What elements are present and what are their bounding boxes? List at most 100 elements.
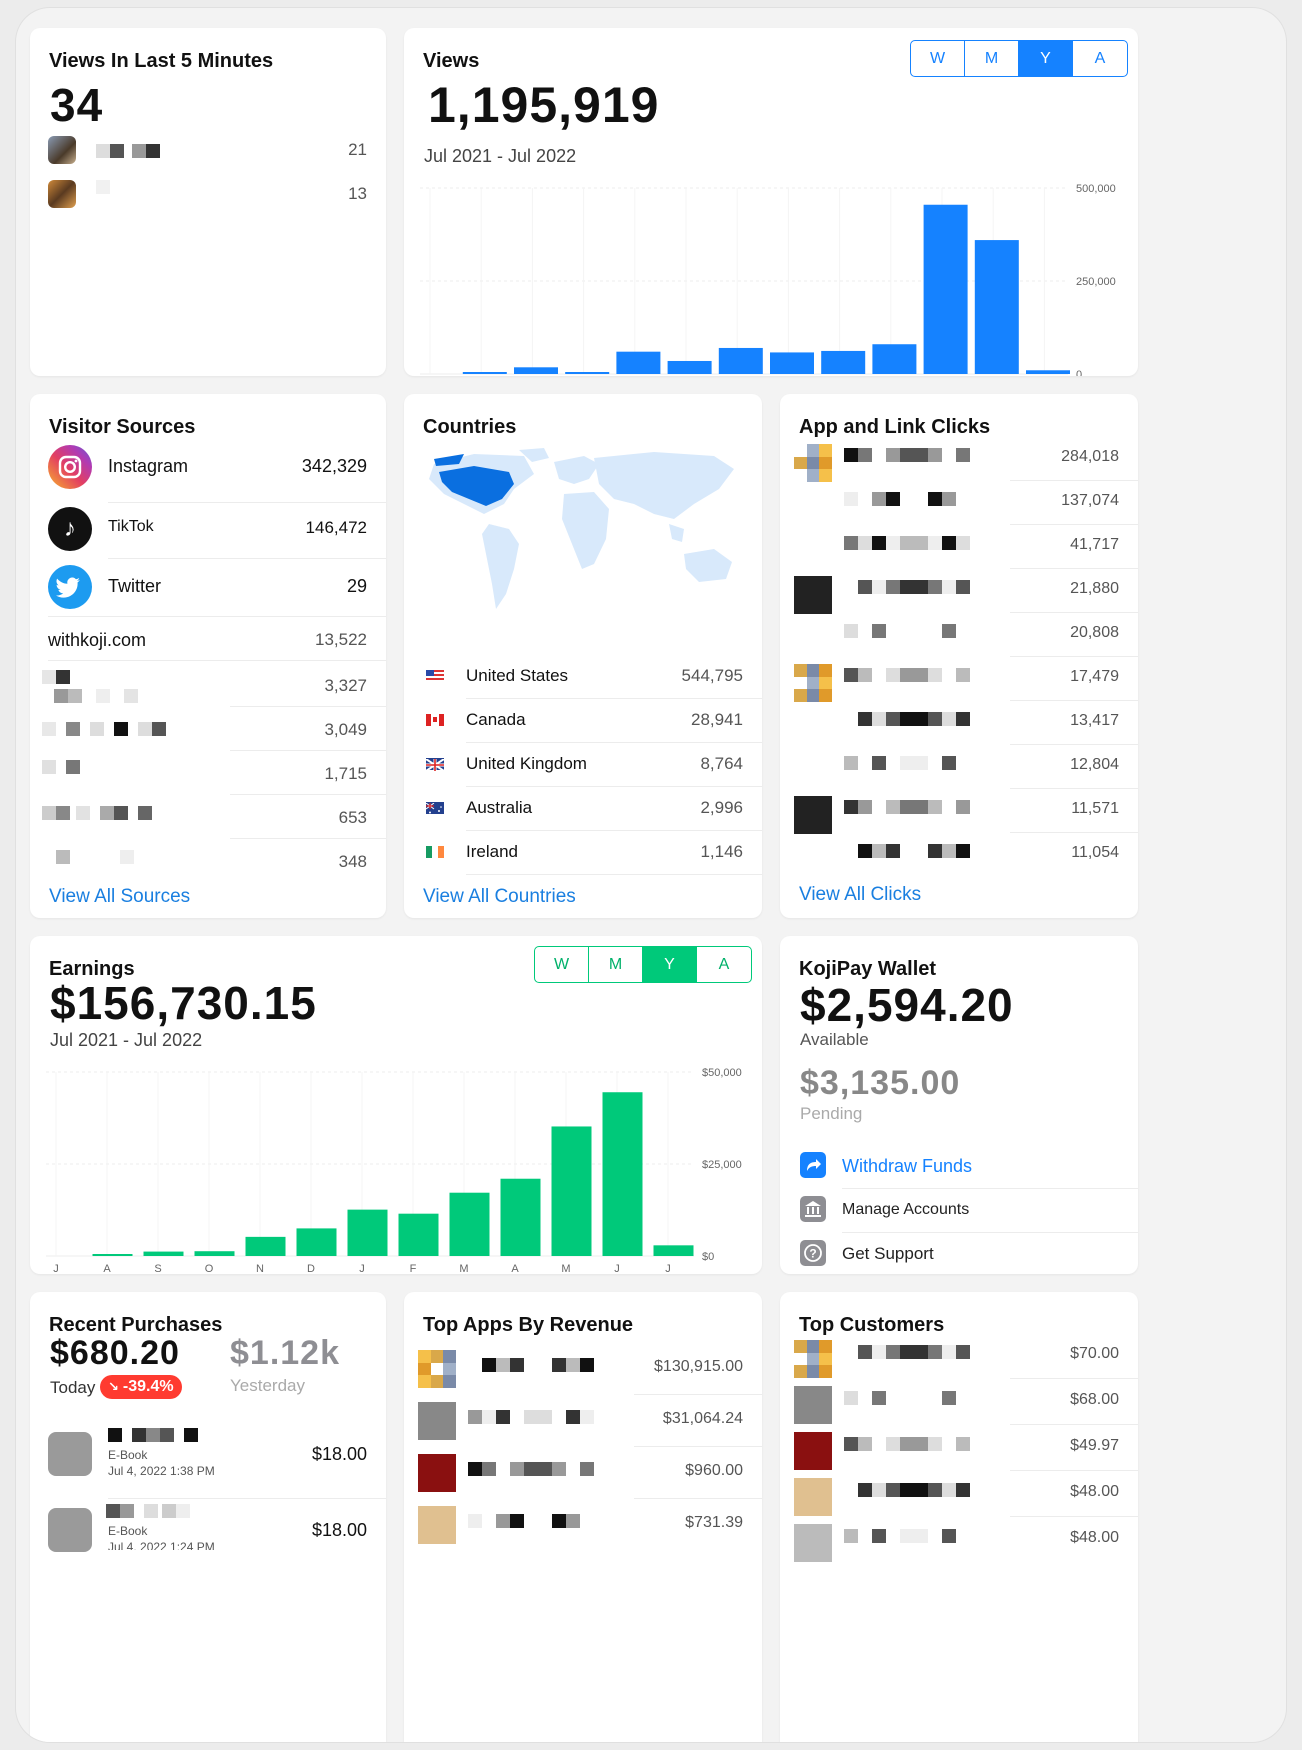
row-value: 41,717	[1070, 536, 1119, 553]
source-row-website[interactable]: withkoji.com 13,522	[30, 616, 386, 660]
get-support-button[interactable]: ? Get Support	[780, 1232, 1138, 1274]
period-month-button[interactable]: M	[589, 947, 643, 982]
divider	[230, 750, 386, 751]
list-row[interactable]: $49.97	[780, 1424, 1138, 1470]
view-all-countries-link[interactable]: View All Countries	[423, 886, 576, 907]
divider	[1010, 1470, 1138, 1471]
source-row-redacted[interactable]: 3,327	[30, 662, 386, 706]
redacted-label	[106, 1428, 198, 1447]
view-all-clicks-link[interactable]: View All Clicks	[799, 884, 922, 905]
list-row[interactable]: $70.00	[780, 1332, 1138, 1378]
view-all-sources-link[interactable]: View All Sources	[49, 886, 191, 907]
divider	[230, 838, 386, 839]
app-link-clicks-card: App and Link Clicks 284,018 137,074 41,717…	[780, 394, 1138, 918]
list-row[interactable]: 21,880	[780, 568, 1138, 614]
earnings-card: Earnings $156,730.15 Jul 2021 - Jul 2022…	[30, 936, 762, 1274]
chart-bar[interactable]	[296, 1228, 337, 1256]
source-row-instagram[interactable]: Instagram 342,329	[30, 440, 386, 494]
source-row-redacted[interactable]: 1,715	[30, 750, 386, 794]
chart-bar[interactable]	[1026, 370, 1070, 374]
list-row[interactable]: 20,808	[780, 612, 1138, 658]
y-tick-label: $0	[702, 1251, 714, 1263]
list-row[interactable]: $731.39	[404, 1498, 762, 1550]
withdraw-funds-button[interactable]: Withdraw Funds	[780, 1144, 1138, 1188]
chart-bar[interactable]	[872, 344, 917, 374]
country-name: United States	[466, 666, 569, 685]
list-row[interactable]: 13,417	[780, 700, 1138, 746]
list-row[interactable]: $48.00	[780, 1516, 1138, 1562]
redacted-label	[844, 536, 970, 555]
list-row[interactable]: 137,074	[780, 480, 1138, 526]
list-row[interactable]: $960.00	[404, 1446, 762, 1498]
list-row[interactable]: $130,915.00	[404, 1342, 762, 1394]
today-amount: $680.20	[50, 1334, 180, 1372]
chart-bar[interactable]	[821, 350, 866, 374]
chart-bar[interactable]	[245, 1236, 286, 1256]
list-row[interactable]: 11,054	[780, 832, 1138, 878]
period-all-button[interactable]: A	[718, 955, 730, 973]
country-row[interactable]: United States 544,795	[404, 654, 762, 698]
list-row[interactable]: $31,064.24	[404, 1394, 762, 1446]
list-row[interactable]: $48.00	[780, 1470, 1138, 1516]
list-row[interactable]: 11,571	[780, 788, 1138, 834]
chart-bar[interactable]	[616, 351, 661, 374]
x-tick-label: A	[511, 1263, 519, 1274]
source-label: withkoji.com	[48, 630, 147, 650]
purchase-row[interactable]: E-Book Jul 4, 2022 1:24 PM $18.00	[30, 1498, 386, 1568]
period-month-button[interactable]: M	[965, 41, 1019, 76]
period-all-button[interactable]: A	[1094, 49, 1106, 67]
source-row-redacted[interactable]: 348	[30, 838, 386, 882]
svg-text:?: ?	[809, 1247, 816, 1261]
chart-bar[interactable]	[667, 360, 712, 374]
country-row[interactable]: Canada 28,941	[404, 698, 762, 742]
source-row-redacted[interactable]: 653	[30, 794, 386, 838]
chart-bar[interactable]	[194, 1251, 235, 1256]
chart-bar[interactable]	[462, 372, 507, 374]
row-value: $49.97	[1070, 1437, 1119, 1454]
country-row[interactable]: Australia 2,996	[404, 786, 762, 830]
source-row-twitter[interactable]: Twitter 29	[30, 560, 386, 614]
chart-bar[interactable]	[770, 352, 814, 374]
chart-bar[interactable]	[551, 1126, 592, 1256]
action-label: Withdraw Funds	[842, 1156, 973, 1176]
y-tick-label: $25,000	[702, 1159, 742, 1171]
chart-bar[interactable]	[602, 1092, 643, 1256]
chart-bar[interactable]	[923, 204, 968, 374]
chart-bar[interactable]	[718, 347, 763, 374]
list-row[interactable]: 284,018	[780, 436, 1138, 482]
card-title: Earnings	[49, 958, 135, 980]
chart-bar[interactable]	[565, 372, 610, 374]
content-thumbnail[interactable]	[48, 136, 76, 164]
period-year-button[interactable]: Y	[643, 947, 697, 982]
divider	[466, 698, 762, 699]
chart-bar[interactable]	[398, 1213, 439, 1256]
manage-accounts-button[interactable]: Manage Accounts	[780, 1188, 1138, 1232]
chart-bar[interactable]	[974, 240, 1019, 374]
period-year-button[interactable]: Y	[1019, 41, 1073, 76]
source-row-tiktok[interactable]: ♪ TikTok 146,472	[30, 502, 386, 556]
country-row[interactable]: United Kingdom 8,764	[404, 742, 762, 786]
chart-bar[interactable]	[653, 1245, 694, 1256]
earnings-period-selector: W M Y A	[534, 946, 752, 983]
purchase-row[interactable]: E-Book Jul 4, 2022 1:38 PM $18.00	[30, 1422, 386, 1492]
chart-bar[interactable]	[92, 1254, 133, 1256]
app-thumbnail	[794, 1524, 832, 1562]
period-week-button[interactable]: W	[535, 947, 589, 982]
chart-bar[interactable]	[514, 367, 558, 374]
chart-bar[interactable]	[347, 1209, 388, 1256]
country-row[interactable]: Ireland 1,146	[404, 830, 762, 874]
flag-uk-icon	[425, 758, 445, 772]
list-row[interactable]: 41,717	[780, 524, 1138, 570]
list-row[interactable]: 12,804	[780, 744, 1138, 790]
list-row[interactable]: 17,479	[780, 656, 1138, 702]
list-row[interactable]: $68.00	[780, 1378, 1138, 1424]
chart-bar[interactable]	[449, 1192, 490, 1256]
source-row-redacted[interactable]: 3,049	[30, 706, 386, 750]
row-value: 11,054	[1071, 844, 1119, 861]
trend-down-icon: ↘	[108, 1379, 119, 1394]
chart-bar[interactable]	[143, 1251, 184, 1256]
chart-bar[interactable]	[500, 1178, 541, 1256]
content-thumbnail[interactable]	[48, 180, 76, 208]
divider	[1010, 744, 1138, 745]
period-week-button[interactable]: W	[911, 41, 965, 76]
